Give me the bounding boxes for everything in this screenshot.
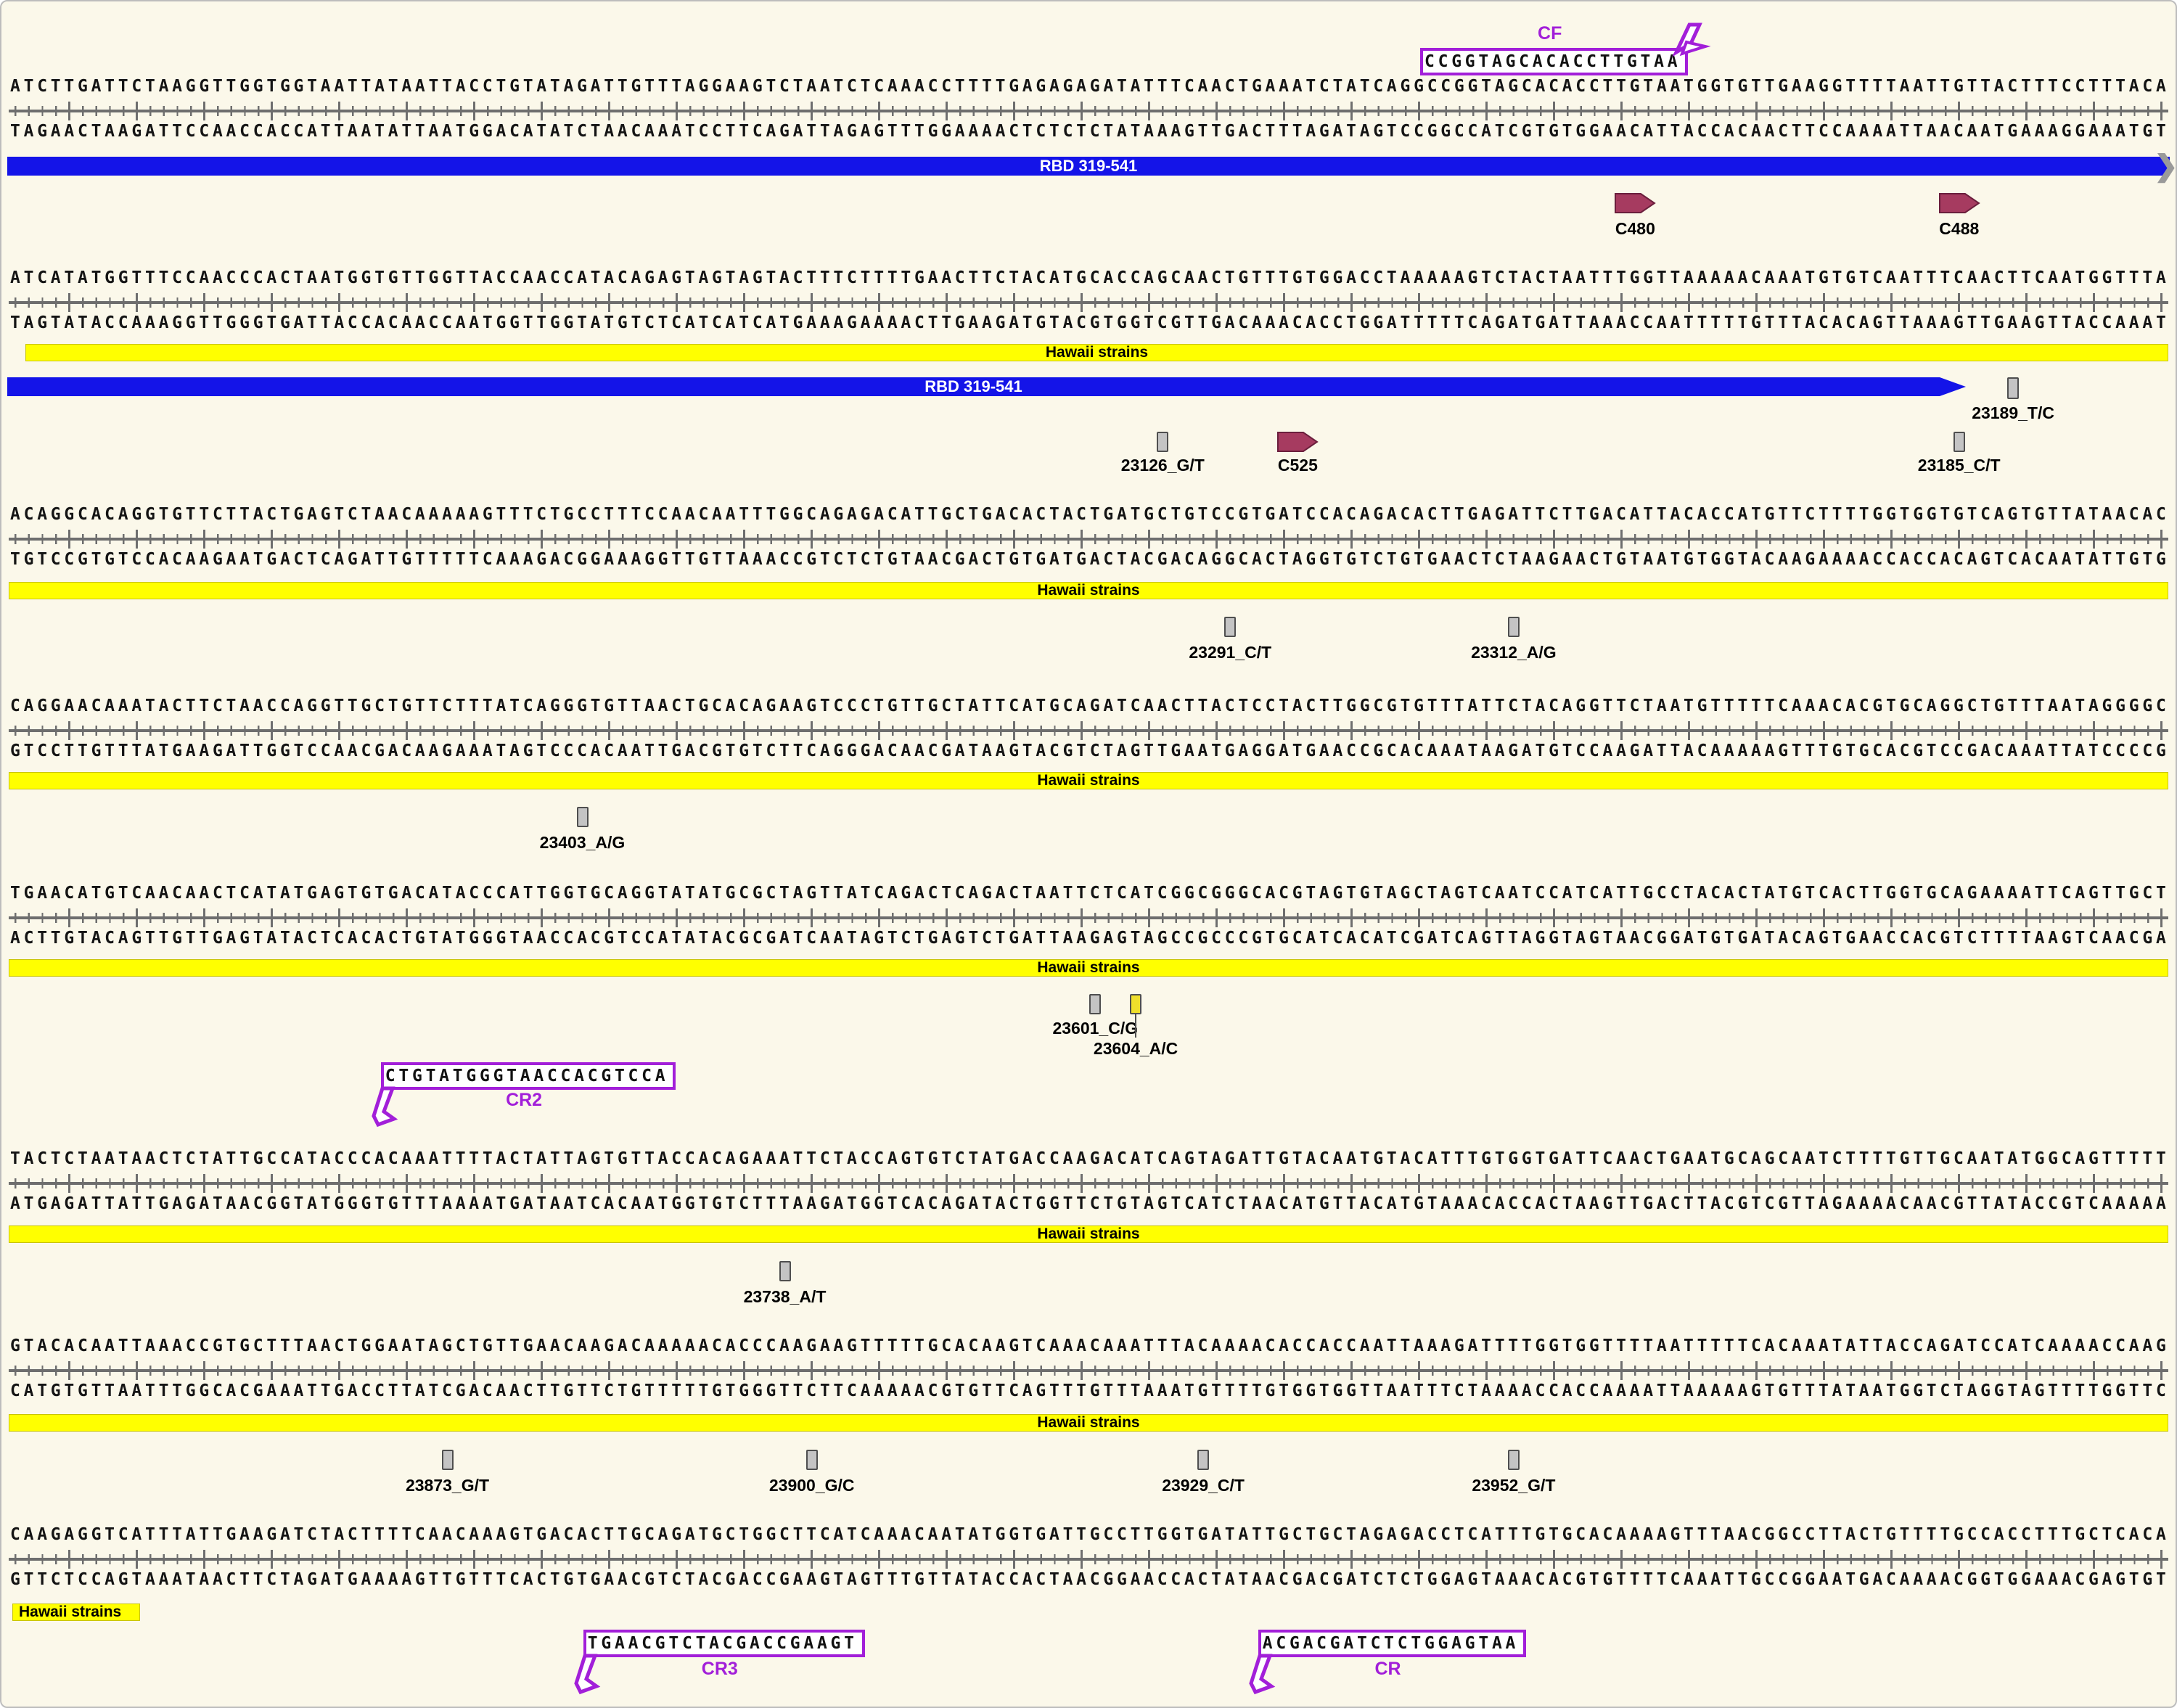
primer-label-cr3: CR3 <box>701 1659 738 1679</box>
tick-ruler <box>9 293 2168 312</box>
tick-ruler <box>9 721 2168 740</box>
snp-marker[interactable] <box>441 1450 454 1470</box>
snp-marker[interactable] <box>2007 377 2020 399</box>
primer-box-cr2[interactable]: CTGTATGGGTAACCACGTCCA <box>380 1062 676 1090</box>
snp-marker[interactable] <box>1953 432 1965 452</box>
bottom-strand-sequence[interactable]: GTCCTTGTTTATGAAGATTGGTCCAACGACAAGAAATAGT… <box>10 742 2170 760</box>
feature-bar-hawaii[interactable]: Hawaii strains <box>25 344 2168 361</box>
snp-label: 23185_C/T <box>1917 456 2001 475</box>
bottom-strand-sequence[interactable]: ATGAGATTATTGAGATAACGGTATGGGTGTTTAAAATGAT… <box>10 1194 2170 1213</box>
top-strand-sequence[interactable]: ACAGGCACAGGTGTTCTTACTGAGTCTAACAAAAAGTTTC… <box>10 505 2170 524</box>
primer-label-cr: CR <box>1374 1659 1401 1679</box>
feature-label: Hawaii strains <box>1037 1414 1140 1431</box>
snp-marker[interactable] <box>1197 1450 1210 1470</box>
snp-label: 23312_A/G <box>1471 643 1557 662</box>
snp-marker[interactable] <box>1507 617 1520 637</box>
feature-label: Hawaii strains <box>1037 959 1140 976</box>
tick-ruler <box>9 1361 2168 1380</box>
tick-ruler <box>9 102 2168 120</box>
primer-sequence: CTGTATGGGTAACCACGTCCA <box>385 1067 669 1085</box>
cysteine-label: C525 <box>1277 456 1318 475</box>
snp-label: 23929_C/T <box>1162 1476 1245 1495</box>
snp-marker[interactable] <box>1130 994 1142 1014</box>
snp-label: 23873_G/T <box>405 1476 490 1495</box>
bottom-strand-sequence[interactable]: ACTTGTACAGTTGTTGAGTATACTCACACTGTATGGGTAA… <box>10 929 2170 948</box>
bottom-strand-sequence[interactable]: GTTCTCCAGTAAATAACTTCTAGATGAAAAGTTGTTTCAC… <box>10 1570 2170 1589</box>
top-strand-sequence[interactable]: GTACACAATTAAACCGTGCTTTAACTGGAATAGCTGTTGA… <box>10 1337 2170 1355</box>
feature-bar-hawaii[interactable]: Hawaii strains <box>9 1225 2168 1243</box>
snp-marker[interactable] <box>1507 1450 1520 1470</box>
top-strand-sequence[interactable]: TGAACATGTCAACAACTCATATGAGTGTGACATACCCATT… <box>10 884 2170 903</box>
cysteine-marker-icon[interactable] <box>1277 432 1319 452</box>
cysteine-label: C480 <box>1615 219 1655 238</box>
cysteine-marker-icon[interactable] <box>1938 193 1980 213</box>
tick-ruler <box>9 1550 2168 1569</box>
primer-arrow-icon <box>1249 1654 1276 1695</box>
primer-label-cr2: CR2 <box>506 1090 543 1110</box>
primer-box-cf[interactable]: CCGGTAGCACACCTTGTAA <box>1420 48 1689 75</box>
feature-bar-hawaii[interactable]: Hawaii strains <box>9 772 2168 789</box>
top-strand-sequence[interactable]: CAAGAGGTCATTTATTGAAGATCTACTTTTCAACAAAGTG… <box>10 1525 2170 1544</box>
snp-label: 23900_G/C <box>768 1476 855 1495</box>
snp-label: 23738_A/T <box>743 1287 827 1306</box>
primer-arrow-icon <box>372 1086 398 1128</box>
tick-ruler <box>9 908 2168 927</box>
bottom-strand-sequence[interactable]: TAGTATACCAAAGGTTGGGTGATTACCACAACCAATGGTT… <box>10 313 2170 332</box>
feature-label: Hawaii strains <box>1045 344 1149 361</box>
primer-arrow-icon <box>574 1654 601 1695</box>
snp-label: 23189_T/C <box>1972 403 2054 422</box>
feature-bar-hawaii[interactable]: Hawaii strains <box>12 1604 140 1621</box>
top-strand-sequence[interactable]: ATCATATGGTTTCCAACCCACTAATGGTGTTGGTTACCAA… <box>10 268 2170 287</box>
snp-label: 23126_G/T <box>1120 456 1205 475</box>
bottom-strand-sequence[interactable]: CATGTGTTAATTTGGCACGAAATTGACCTTATCGACAACT… <box>10 1381 2170 1400</box>
feature-label: Hawaii strains <box>1037 582 1140 599</box>
snp-label: 23403_A/G <box>539 833 626 852</box>
top-strand-sequence[interactable]: TACTCTAATAACTCTATTGCCATACCCACAAATTTTACTA… <box>10 1149 2170 1168</box>
snp-label: 23952_G/T <box>1472 1476 1556 1495</box>
snp-label: 23604_A/C <box>1093 1039 1178 1058</box>
primer-label-cf: CF <box>1538 23 1562 44</box>
feature-bar-hawaii[interactable]: Hawaii strains <box>9 1414 2168 1432</box>
snp-leader-line <box>1135 1014 1137 1038</box>
snp-label: 23291_C/T <box>1189 643 1272 662</box>
cysteine-marker-icon[interactable] <box>1615 193 1657 213</box>
feature-bar-rbd[interactable]: RBD 319-541 <box>7 377 1966 396</box>
snp-label: 23601_C/G <box>1052 1019 1139 1038</box>
primer-sequence: ACGACGATCTCTGGAGTAA <box>1262 1634 1520 1653</box>
top-strand-sequence[interactable]: ATCTTGATTCTAAGGTTGGTGGTAATTATAATTACCTGTA… <box>10 77 2170 96</box>
primer-sequence: CCGGTAGCACACCTTGTAA <box>1424 52 1681 71</box>
snp-marker[interactable] <box>1089 994 1102 1014</box>
cysteine-label: C488 <box>1939 219 1980 238</box>
snp-marker[interactable] <box>576 807 589 827</box>
feature-bar-hawaii[interactable]: Hawaii strains <box>9 582 2168 599</box>
feature-label: Hawaii strains <box>1037 772 1140 789</box>
snp-marker[interactable] <box>805 1450 818 1470</box>
feature-label: Hawaii strains <box>1037 1225 1140 1242</box>
bottom-strand-sequence[interactable]: TAGAACTAAGATTCCAACCACCATTAATATTAATGGACAT… <box>10 122 2170 141</box>
tick-ruler <box>9 1174 2168 1193</box>
primer-box-cr3[interactable]: TGAACGTCTACGACCGAAGT <box>583 1630 865 1657</box>
primer-sequence: TGAACGTCTACGACCGAAGT <box>587 1634 858 1653</box>
snp-marker[interactable] <box>1224 617 1237 637</box>
feature-bar-rbd[interactable]: RBD 319-541 <box>7 157 2170 176</box>
sequence-continues-icon: ❯ <box>2154 150 2177 182</box>
bottom-strand-sequence[interactable]: TGTCCGTGTCCACAAGAATGACTCAGATTGTTTTTCAAAG… <box>10 550 2170 569</box>
snp-marker[interactable] <box>779 1261 791 1281</box>
feature-bar-hawaii[interactable]: Hawaii strains <box>9 959 2168 977</box>
snp-marker[interactable] <box>1157 432 1169 452</box>
tick-ruler <box>9 530 2168 549</box>
primer-box-cr[interactable]: ACGACGATCTCTGGAGTAA <box>1258 1630 1527 1657</box>
primer-arrow-icon <box>1672 22 1712 57</box>
feature-label: Hawaii strains <box>19 1604 122 1620</box>
top-strand-sequence[interactable]: CAGGAACAAATACTTCTAACCAGGTTGCTGTTCTTTATCA… <box>10 697 2170 715</box>
feature-label: RBD 319-541 <box>924 377 1022 395</box>
feature-label: RBD 319-541 <box>1039 157 1138 175</box>
